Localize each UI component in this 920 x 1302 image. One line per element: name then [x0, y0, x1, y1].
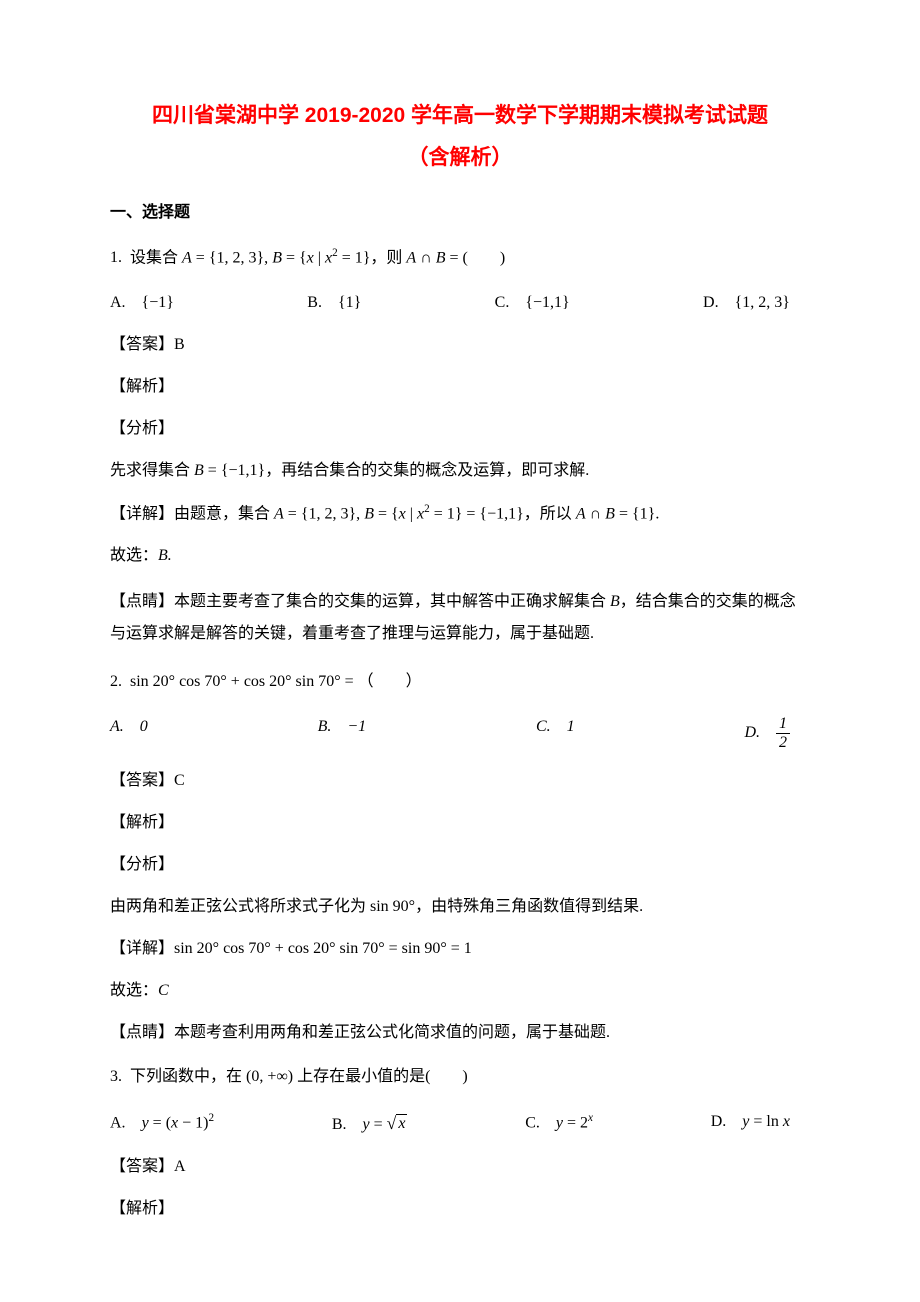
q3-jiexi: 【解析】 — [110, 1197, 810, 1221]
page-title: 四川省棠湖中学 2019-2020 学年高一数学下学期期末模拟考试试题 — [110, 100, 810, 132]
q3-answer: 【答案】A — [110, 1155, 810, 1179]
q1-stem: 1. 设集合 A = {1, 2, 3}, B = {x | x2 = 1}，则… — [110, 243, 810, 273]
q2-answer: 【答案】C — [110, 769, 810, 793]
page-subtitle: （含解析） — [110, 142, 810, 174]
q3-options: A. y = (x − 1)2 B. y = √x C. y = 2x D. y… — [110, 1110, 810, 1137]
q2-option-c: C. 1 — [536, 715, 575, 751]
q1-dianjing: 【点睛】本题主要考查了集合的交集的运算，其中解答中正确求解集合 B，结合集合的交… — [110, 586, 810, 650]
q1-fenxi: 【分析】 — [110, 417, 810, 441]
q2-dianjing: 【点睛】本题考查利用两角和差正弦公式化简求值的问题，属于基础题. — [110, 1021, 810, 1045]
q1-jiexi: 【解析】 — [110, 375, 810, 399]
q1-answer: 【答案】B — [110, 333, 810, 357]
q2-jiexi: 【解析】 — [110, 811, 810, 835]
q1-option-c: C. {−1,1} — [495, 291, 570, 315]
q3-option-a: A. y = (x − 1)2 — [110, 1110, 214, 1137]
q2-option-b: B. −1 — [318, 715, 367, 751]
q2-xiangjie: 【详解】sin 20° cos 70° + cos 20° sin 70° = … — [110, 937, 810, 961]
q1-option-a: A. {−1} — [110, 291, 174, 315]
q1-option-d: D. {1, 2, 3} — [703, 291, 790, 315]
q2-option-a: A. 0 — [110, 715, 148, 751]
q3-option-c: C. y = 2x — [525, 1110, 593, 1137]
q1-guxuan: 故选：B. — [110, 544, 810, 568]
section-heading: 一、选择题 — [110, 201, 810, 225]
q3-option-d: D. y = ln x — [711, 1110, 790, 1137]
q1-options: A. {−1} B. {1} C. {−1,1} D. {1, 2, 3} — [110, 291, 810, 315]
q2-guxuan: 故选：C — [110, 979, 810, 1003]
q2-options: A. 0 B. −1 C. 1 D. 12 — [110, 715, 810, 751]
q1-fenxi-text: 先求得集合 B = {−1,1}，再结合集合的交集的概念及运算，即可求解. — [110, 459, 810, 483]
q2-option-d: D. 12 — [744, 715, 790, 751]
q1-option-b: B. {1} — [307, 291, 361, 315]
q2-stem: 2. sin 20° cos 70° + cos 20° sin 70° = （… — [110, 668, 810, 697]
q3-option-b: B. y = √x — [332, 1110, 408, 1137]
q1-xiangjie: 【详解】由题意，集合 A = {1, 2, 3}, B = {x | x2 = … — [110, 501, 810, 526]
q2-fenxi: 【分析】 — [110, 853, 810, 877]
q3-stem: 3. 下列函数中，在 (0, +∞) 上存在最小值的是( ) — [110, 1063, 810, 1092]
q2-fenxi-text: 由两角和差正弦公式将所求式子化为 sin 90°，由特殊角三角函数值得到结果. — [110, 895, 810, 919]
